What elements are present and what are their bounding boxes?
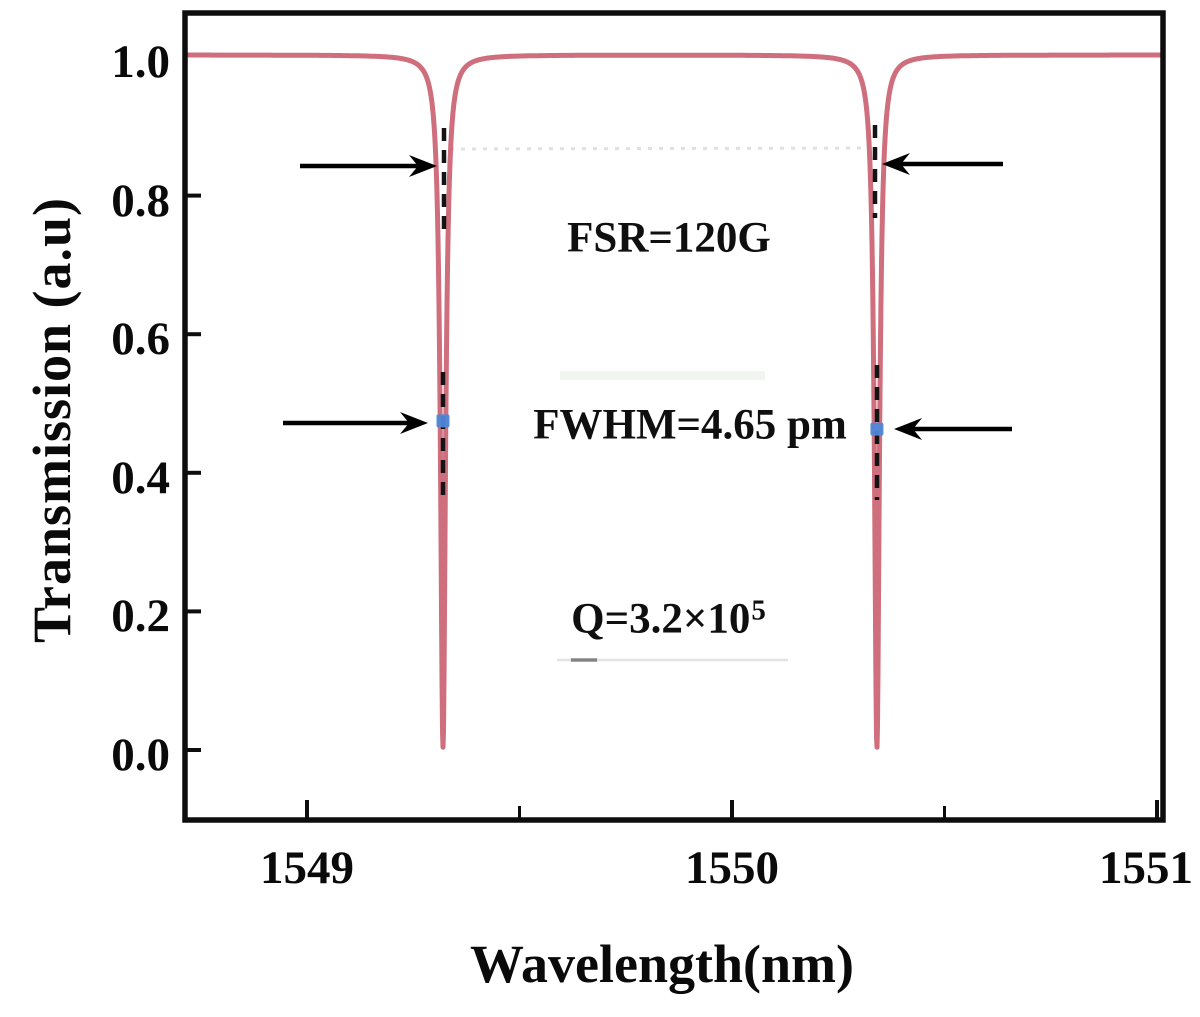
q-annotation: Q=3.2×105 xyxy=(571,592,766,643)
y-axis-title: Transmission (a.u) xyxy=(22,196,82,644)
y-tick-label: 0.0 xyxy=(111,729,170,781)
y-tick-label: 0.6 xyxy=(111,313,170,366)
y-tick-label: 1.0 xyxy=(111,36,170,88)
q-annotation-main: Q=3.2×10 xyxy=(571,595,751,643)
q-annotation-exponent: 5 xyxy=(751,594,766,627)
y-tick-label: 0.8 xyxy=(111,174,170,227)
fwhm-arrow-right-head xyxy=(894,418,922,440)
plot-border xyxy=(182,10,1166,823)
fwhm-marker xyxy=(870,422,884,436)
x-axis-title: Wavelength(nm) xyxy=(470,934,854,994)
fwhm-marker xyxy=(436,414,450,428)
artifact-smudge xyxy=(560,371,765,380)
fsr-arrow-right-head xyxy=(882,153,910,175)
fsr-annotation: FSR=120G xyxy=(567,214,771,262)
x-tick-label: 1550 xyxy=(685,842,779,894)
fsr-arrow-left-head xyxy=(409,155,437,177)
fsr-span-guide xyxy=(449,146,870,151)
transmission-curve xyxy=(185,52,1163,750)
y-tick-label: 0.2 xyxy=(111,590,170,643)
y-tick-label: 0.4 xyxy=(111,451,170,504)
x-tick-label: 1549 xyxy=(260,842,354,894)
fwhm-annotation: FWHM=4.65 pm xyxy=(533,401,847,449)
x-tick-label: 1551 xyxy=(1099,842,1193,894)
fwhm-arrow-left-head xyxy=(400,412,428,434)
